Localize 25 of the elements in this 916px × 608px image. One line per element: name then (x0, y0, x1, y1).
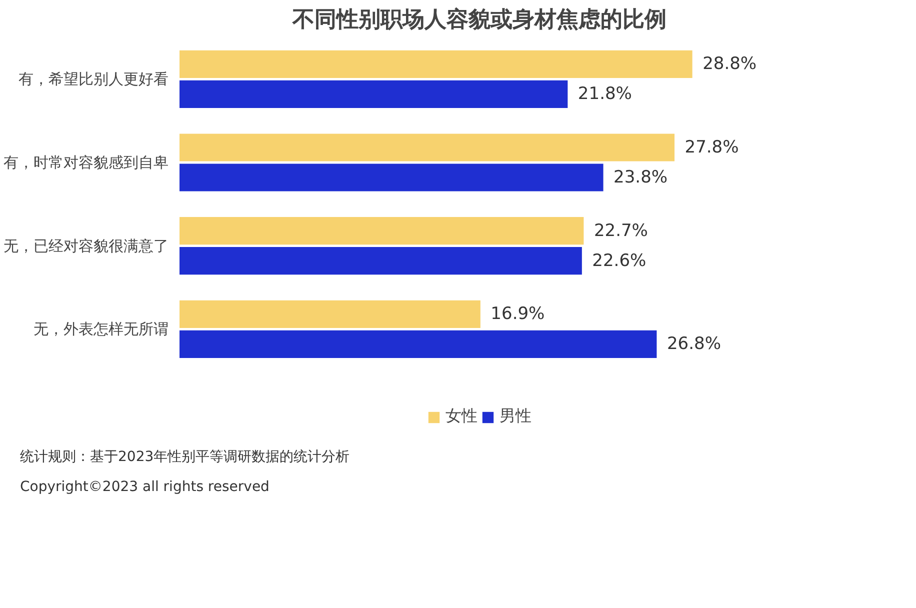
legend-label: 男性 (500, 406, 532, 427)
data-label: 27.8% (684, 138, 739, 158)
bar (180, 247, 582, 275)
data-label: 22.7% (594, 220, 648, 241)
data-label: 22.6% (592, 250, 646, 271)
bar (180, 330, 657, 358)
data-label: 16.9% (490, 304, 545, 324)
data-label: 28.8% (702, 54, 757, 74)
bar (180, 50, 692, 78)
bar (180, 300, 480, 328)
y-tick-label: 无，外表怎样无所谓 (34, 320, 168, 338)
y-tick-label: 有，时常对容貌感到自卑 (4, 154, 168, 172)
legend-label: 女性 (446, 406, 478, 427)
data-label: 26.8% (666, 334, 721, 354)
text: Copyright©2023 all rights reserved (20, 478, 270, 497)
chart-title: 不同性别职场人容貌或身材焦虑的比例 (292, 6, 666, 32)
bar (180, 217, 584, 245)
data-label: 21.8% (578, 84, 632, 104)
y-tick-label: 有，希望比别人更好看 (18, 70, 168, 88)
data-label: 23.8% (614, 168, 668, 188)
bar (180, 164, 604, 192)
bar (180, 80, 568, 108)
bar (180, 134, 675, 162)
text: 统计规则：基于2023年性别平等调研数据的统计分析 (20, 448, 350, 467)
y-tick-label: 无，已经对容貌很满意了 (4, 236, 168, 255)
